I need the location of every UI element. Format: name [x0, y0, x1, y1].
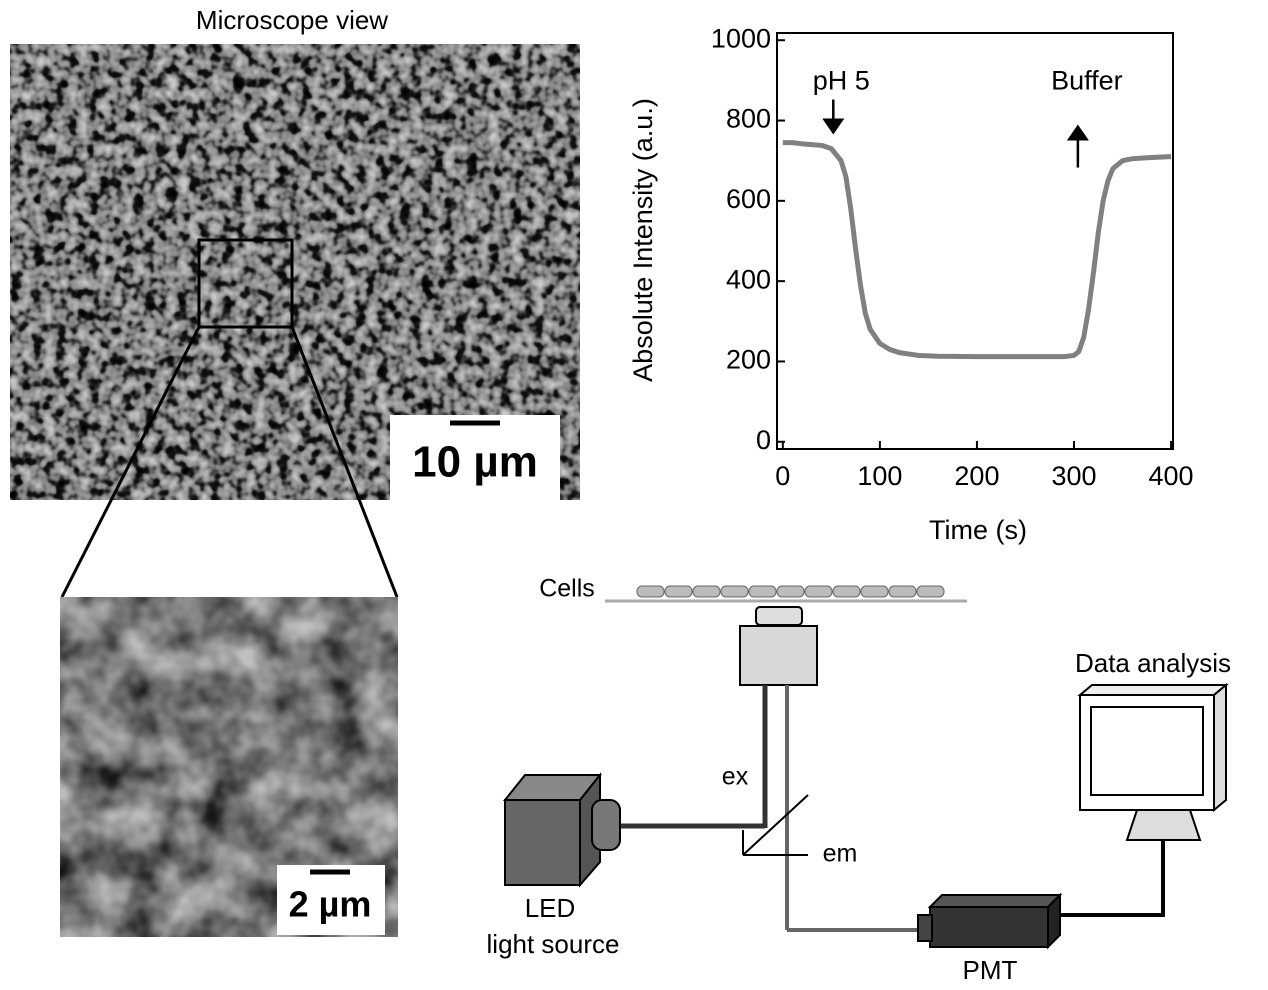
monitor-stand — [1127, 810, 1200, 840]
y-tick-label: 800 — [726, 104, 771, 134]
y-axis-title: Absolute Intensity (a.u.) — [628, 98, 658, 382]
monitor-side — [1214, 685, 1226, 810]
scale-label: 10 µm — [412, 438, 538, 487]
screen — [1091, 707, 1203, 795]
pmt-body — [930, 907, 1048, 947]
cell — [861, 586, 888, 597]
computer-label: Data analysis — [1075, 648, 1231, 678]
led-body — [505, 800, 580, 885]
figure: Microscope view 10 µm 2 µm Absolute Inte… — [0, 0, 1268, 985]
cell — [637, 586, 664, 597]
y-tick-label: 1000 — [711, 23, 771, 53]
objective — [740, 626, 817, 685]
arrow-head — [1067, 125, 1089, 141]
cell — [693, 586, 720, 597]
cable — [1060, 840, 1163, 915]
cell — [917, 586, 944, 597]
cell — [889, 586, 916, 597]
annotation: pH 5 — [813, 66, 870, 96]
ex-label: ex — [722, 763, 749, 791]
microscope-title: Microscope view — [196, 5, 388, 35]
led-label: LED — [525, 893, 576, 923]
cells — [637, 586, 944, 597]
em-label: em — [823, 840, 858, 868]
x-tick-label: 0 — [775, 461, 790, 491]
pmt-window — [918, 915, 932, 941]
objective-tip — [756, 607, 802, 625]
x-tick-label: 200 — [954, 461, 999, 491]
data-line — [783, 143, 1171, 357]
led-lens — [592, 800, 620, 850]
y-tick-label: 0 — [756, 425, 771, 455]
y-tick-label: 200 — [726, 345, 771, 375]
annotation: Buffer — [1051, 66, 1123, 96]
led-sublabel: light source — [487, 929, 620, 959]
diagram: Cells ex em LED light source PMT Data an… — [487, 575, 1232, 985]
x-tick-label: 400 — [1149, 461, 1194, 491]
x-axis-title: Time (s) — [929, 515, 1027, 545]
x-tick-label: 100 — [857, 461, 902, 491]
inset-scale-label: 2 µm — [289, 884, 372, 925]
arrow-head — [822, 119, 844, 135]
cell — [665, 586, 692, 597]
pmt-top — [930, 895, 1060, 907]
cell — [749, 586, 776, 597]
x-tick-label: 300 — [1051, 461, 1096, 491]
y-tick-label: 400 — [726, 264, 771, 294]
cells-label: Cells — [539, 575, 595, 603]
cell — [777, 586, 804, 597]
cell — [833, 586, 860, 597]
chart: Absolute Intensity (a.u.) Time (s) 0 200 4… — [628, 23, 1193, 545]
cell — [805, 586, 832, 597]
pmt-label: PMT — [963, 955, 1018, 985]
y-tick-label: 600 — [726, 184, 771, 214]
monitor-top — [1080, 685, 1226, 695]
cell — [721, 586, 748, 597]
